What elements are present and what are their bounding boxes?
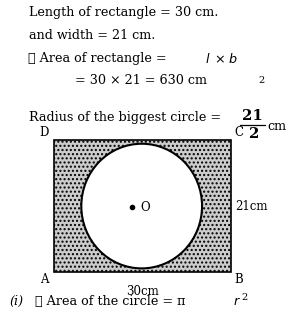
Text: Length of rectangle = 30 cm.: Length of rectangle = 30 cm. [29, 6, 219, 19]
Text: 2: 2 [241, 293, 247, 302]
Text: and width = 21 cm.: and width = 21 cm. [29, 29, 156, 42]
Text: = 30 × 21 = 630 cm: = 30 × 21 = 630 cm [75, 74, 208, 87]
Text: × $b$: × $b$ [214, 52, 238, 66]
Text: 21cm: 21cm [235, 200, 268, 212]
Text: ∴ Area of the circle = π: ∴ Area of the circle = π [35, 295, 186, 308]
Text: 21: 21 [242, 109, 262, 123]
Text: O: O [140, 201, 150, 214]
Text: A: A [40, 273, 49, 287]
Text: ∴ Area of rectangle =: ∴ Area of rectangle = [28, 52, 170, 65]
Text: cm: cm [267, 120, 286, 133]
Text: C: C [235, 126, 244, 139]
Bar [54, 140, 231, 272]
Circle shape [81, 144, 202, 268]
Text: 2: 2 [258, 76, 264, 85]
Text: 2: 2 [249, 127, 259, 141]
Text: $r$: $r$ [233, 295, 241, 308]
Text: (i): (i) [9, 295, 23, 308]
Text: D: D [39, 126, 49, 139]
Text: Radius of the biggest circle =: Radius of the biggest circle = [29, 111, 225, 124]
Text: $l$: $l$ [205, 52, 210, 66]
Text: B: B [235, 273, 243, 287]
Text: 30cm: 30cm [126, 285, 159, 298]
